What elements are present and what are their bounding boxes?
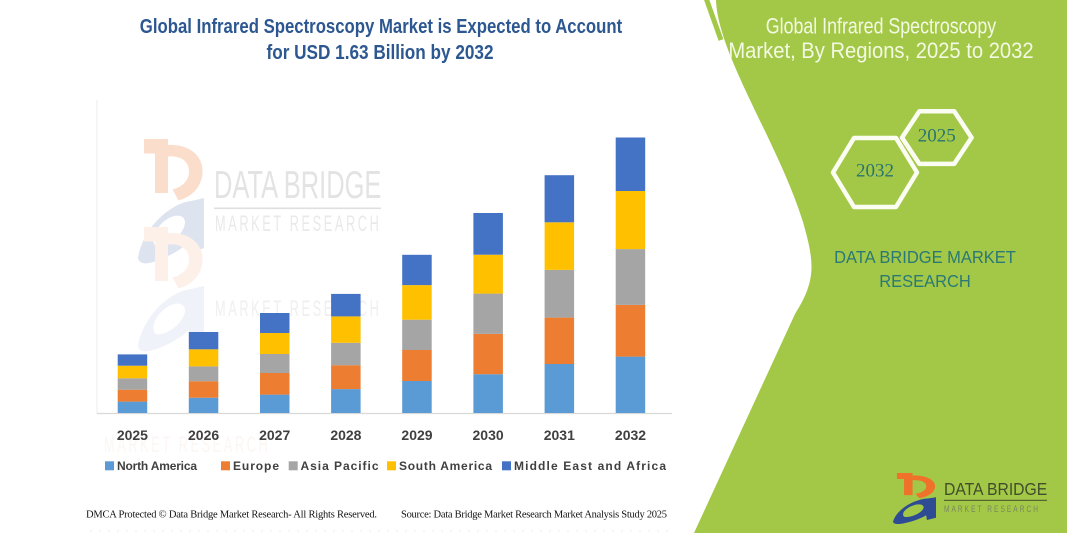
svg-text:North America: North America [117,459,197,473]
svg-text:Market, By Regions, 2025 to 20: Market, By Regions, 2025 to 2032 [728,39,1033,63]
svg-text:MARKET RESEARCH: MARKET RESEARCH [215,211,381,235]
svg-text:2028: 2028 [330,427,361,443]
svg-text:Europe: Europe [233,459,279,473]
svg-text:DMCA Protected © Data Bridge M: DMCA Protected © Data Bridge Market Rese… [86,510,377,521]
svg-text:2026: 2026 [188,427,219,443]
svg-text:2025: 2025 [117,427,148,443]
svg-text:2025: 2025 [918,126,956,147]
svg-text:2032: 2032 [856,161,894,182]
svg-text:South America: South America [399,459,492,473]
svg-text:2032: 2032 [615,427,646,443]
svg-text:DATA BRIDGE MARKET: DATA BRIDGE MARKET [834,246,1016,267]
svg-text:for USD 1.63 Billion by 2032: for USD 1.63 Billion by 2032 [266,41,493,64]
svg-text:MARKET RESEARCH: MARKET RESEARCH [944,504,1040,514]
svg-text:Source: Data Bridge Market Res: Source: Data Bridge Market Research Mark… [401,510,667,521]
svg-text:Middle East and Africa: Middle East and Africa [514,459,666,473]
svg-text:DATA BRIDGE: DATA BRIDGE [944,479,1047,499]
svg-text:2030: 2030 [473,427,504,443]
svg-text:DATA BRIDGE: DATA BRIDGE [214,162,381,206]
svg-text:MARKET RESEARCH: MARKET RESEARCH [104,432,270,456]
svg-text:Global Infrared Spectroscopy M: Global Infrared Spectroscopy Market is E… [140,15,622,38]
svg-text:2029: 2029 [401,427,432,443]
svg-text:Global Infrared Spectroscopy: Global Infrared Spectroscopy [766,15,996,39]
svg-text:2027: 2027 [259,427,290,443]
svg-text:Asia Pacific: Asia Pacific [301,459,379,473]
svg-text:2031: 2031 [544,427,575,443]
svg-text:RESEARCH: RESEARCH [879,270,971,291]
